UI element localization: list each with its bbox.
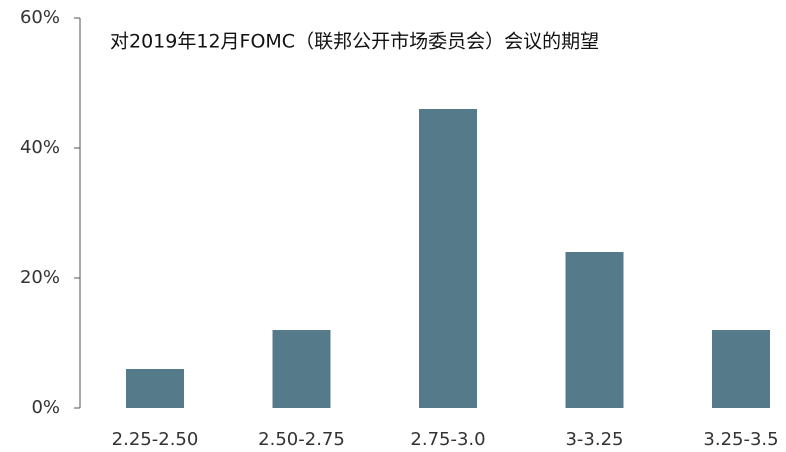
bar bbox=[126, 369, 184, 408]
x-tick-label: 2.50-2.75 bbox=[258, 429, 345, 450]
y-tick-label: 20% bbox=[20, 267, 60, 288]
x-tick-label: 3-3.25 bbox=[565, 429, 623, 450]
x-tick-label: 2.25-2.50 bbox=[112, 429, 199, 450]
y-tick-label: 0% bbox=[31, 397, 60, 418]
y-tick-label: 60% bbox=[20, 7, 60, 28]
x-tick-label: 2.75-3.0 bbox=[410, 429, 485, 450]
chart-title: 对2019年12月FOMC（联邦公开市场委员会）会议的期望 bbox=[110, 31, 599, 53]
bar bbox=[565, 252, 624, 408]
bar bbox=[272, 330, 331, 408]
bar bbox=[712, 330, 770, 408]
y-tick-label: 40% bbox=[20, 137, 60, 158]
bar bbox=[419, 109, 477, 408]
x-tick-label: 3.25-3.5 bbox=[703, 429, 778, 450]
